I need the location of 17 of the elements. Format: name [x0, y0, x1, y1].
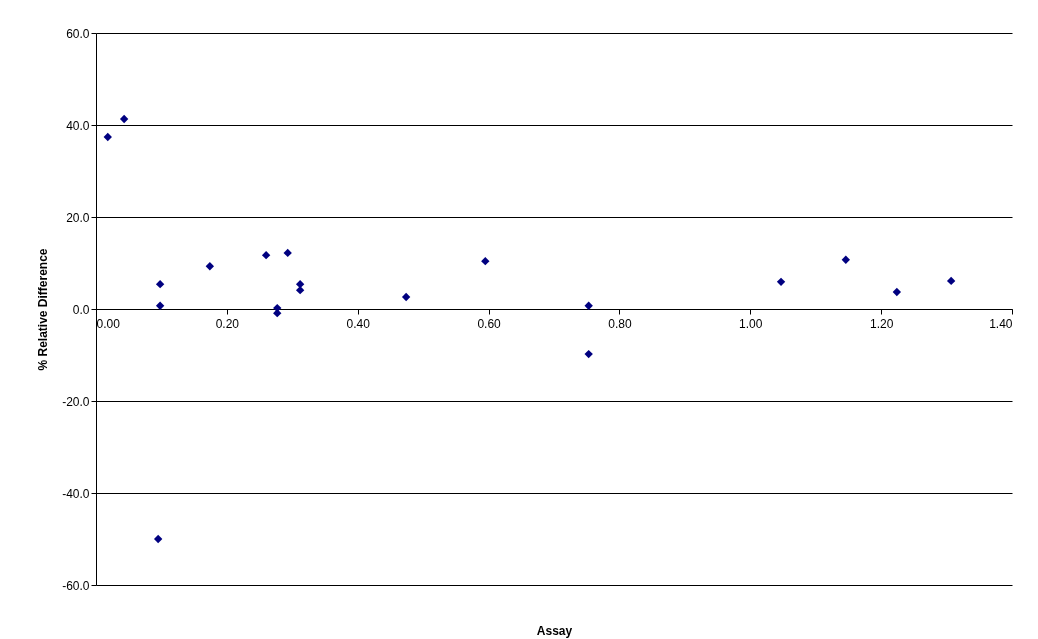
y-tick-label: -20.0 [62, 394, 90, 409]
x-tick-label: 0.40 [346, 316, 371, 331]
x-tick-label: 1.20 [869, 316, 894, 331]
x-tick-label: 1.00 [739, 316, 763, 331]
x-tick-label: 0.80 [608, 316, 632, 331]
y-tick-label: -60.0 [62, 578, 90, 593]
x-tick-label: 0.00 [96, 316, 121, 331]
x-tick-label: 1.40 [989, 316, 1013, 331]
x-tick-label: 0.20 [215, 316, 240, 331]
y-tick-label: 40.0 [66, 118, 90, 133]
y-tick-label: -40.0 [62, 486, 90, 501]
y-tick-label: 20.0 [66, 210, 90, 225]
y-axis-title: % Relative Difference [36, 248, 51, 371]
x-tick-label: 0.60 [477, 316, 502, 331]
y-tick-label: 60.0 [66, 26, 90, 41]
x-axis-title: Assay [536, 623, 573, 638]
y-tick-label: 0.0 [72, 302, 90, 317]
